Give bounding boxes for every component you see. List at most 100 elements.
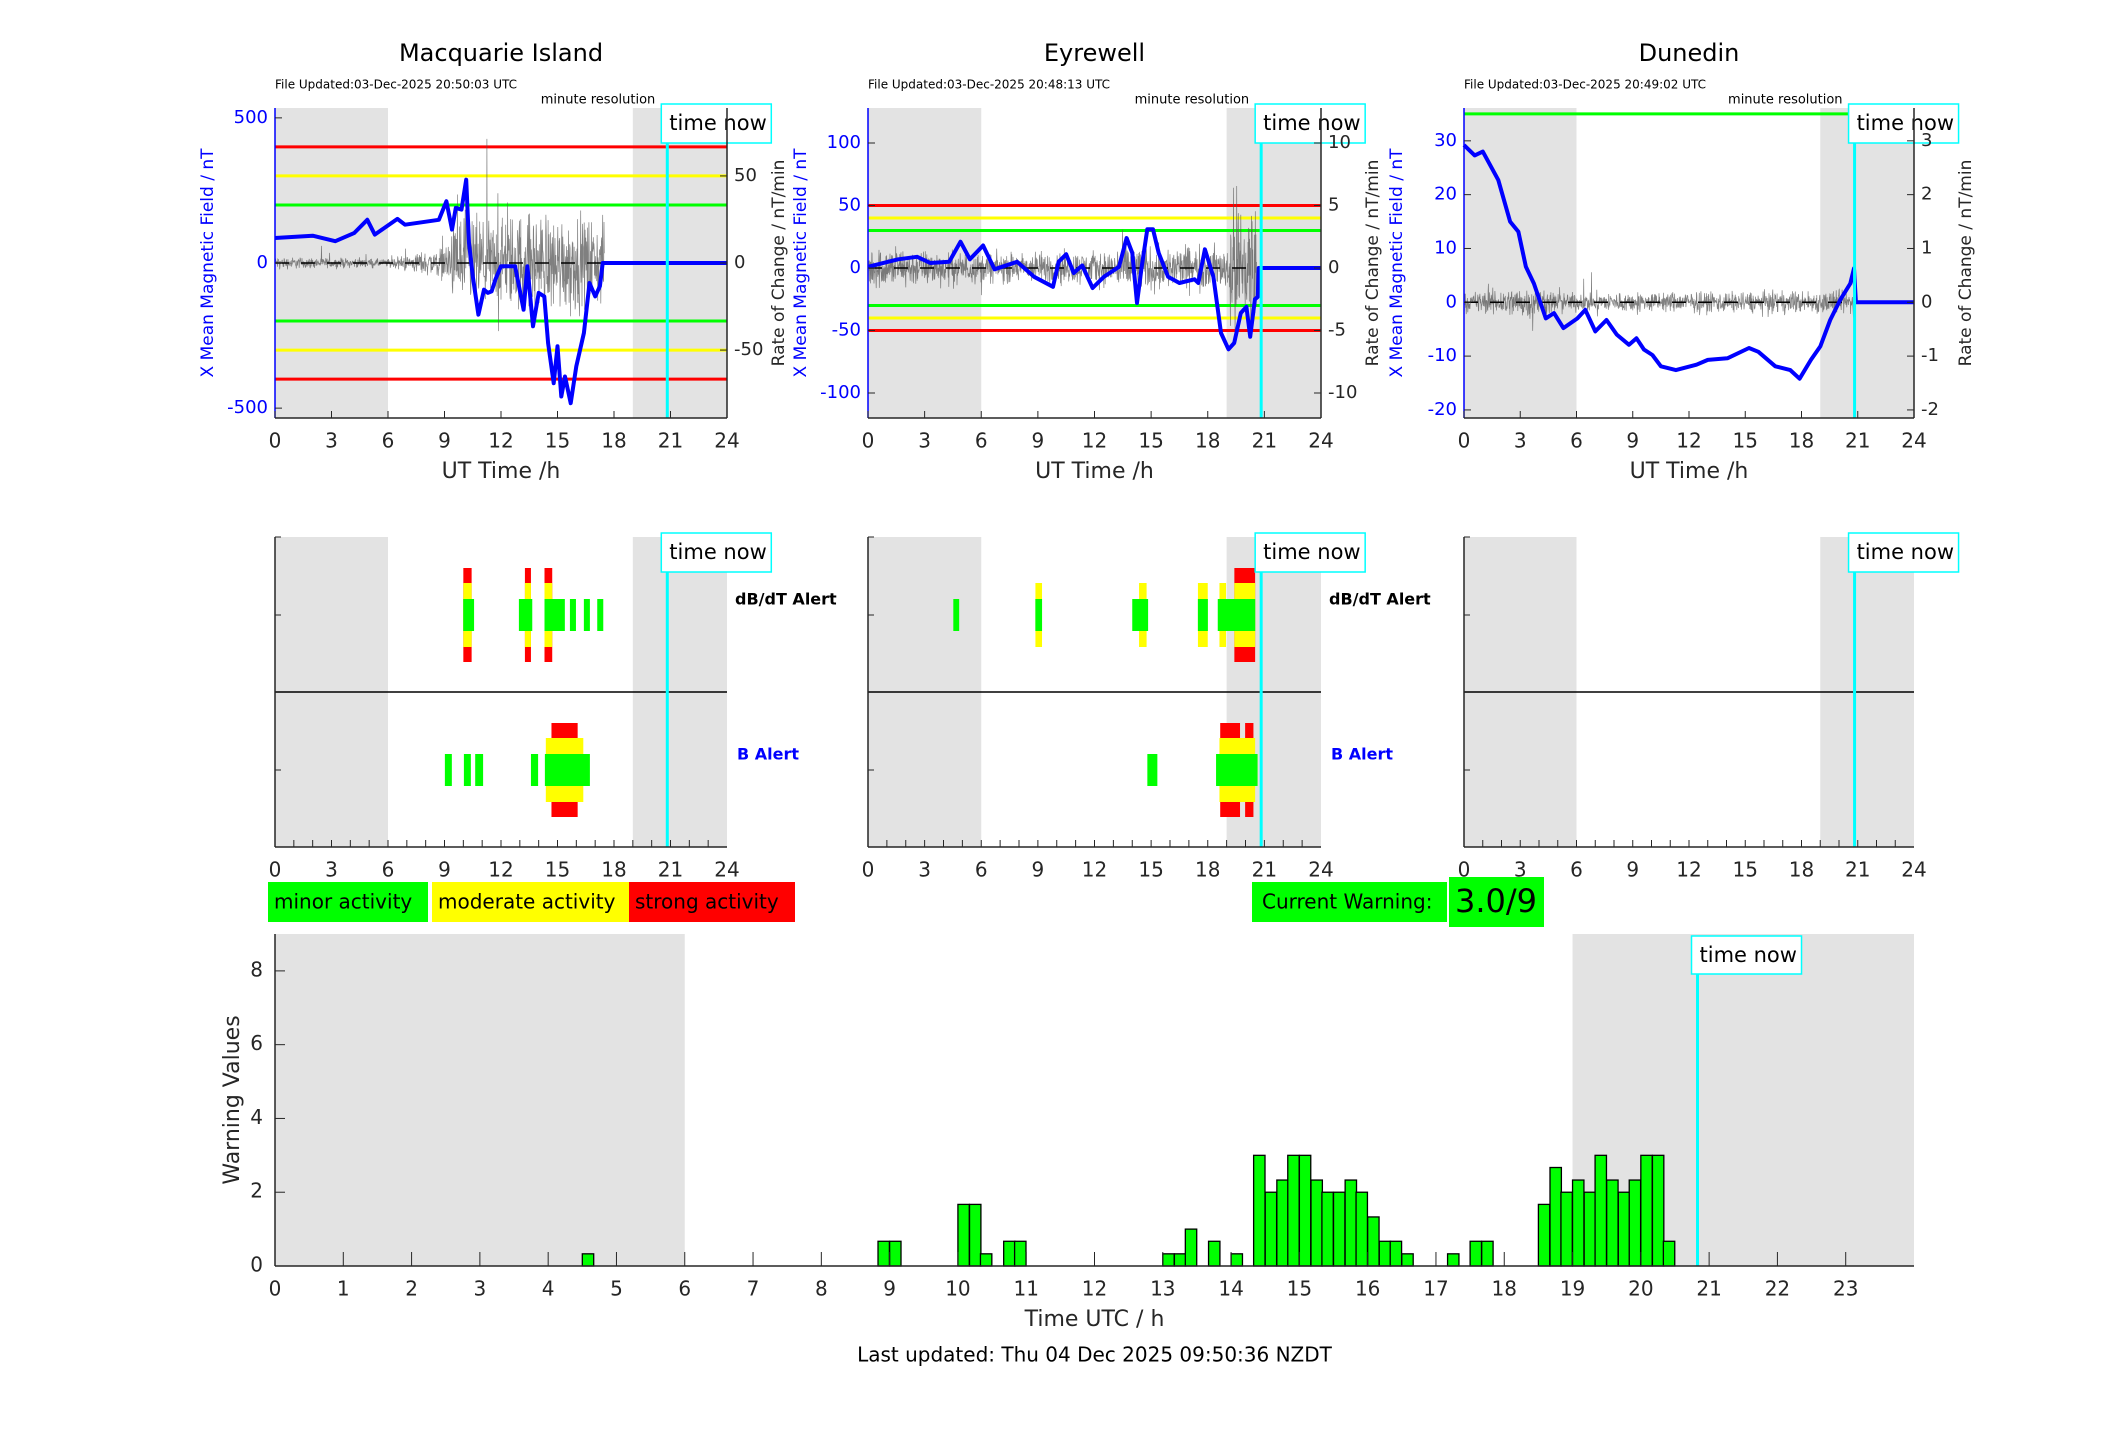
x-tick-label: 21 xyxy=(1252,429,1277,453)
warning-bar xyxy=(1003,1240,1016,1267)
alert-panel-1: time now 0 3 6 9 12 15 18 21 24 dB/dT Alert B Alert xyxy=(862,532,1431,882)
last-updated-label: Last updated: Thu 04 Dec 2025 09:50:36 N… xyxy=(857,1343,1333,1367)
warning-bar xyxy=(1207,1240,1221,1267)
current-warning-label: Current Warning: xyxy=(1262,890,1432,914)
y-axis-label-right: Rate of Change / nT/min xyxy=(769,160,789,367)
x-tick-label: 13 xyxy=(1150,1277,1175,1301)
alert-x-tick-label: 15 xyxy=(1138,858,1163,882)
file-updated-label: File Updated:03-Dec-2025 20:50:03 UTC xyxy=(275,78,517,92)
rate-tick-label: 10 xyxy=(1328,132,1351,153)
warning-bar xyxy=(1310,1179,1324,1267)
x-tick-label: 18 xyxy=(1492,1277,1517,1301)
x-tick-label: 18 xyxy=(601,429,626,453)
time-now-box xyxy=(1847,103,1960,144)
y-tick-label: 50 xyxy=(838,195,861,216)
warning-bar xyxy=(968,1203,982,1267)
x-tick-label: 4 xyxy=(542,1277,555,1301)
y-tick-label: 100 xyxy=(827,132,861,153)
alert-x-tick-label: 6 xyxy=(382,858,395,882)
resolution-label: minute resolution xyxy=(541,93,656,108)
x-tick-label: 12 xyxy=(1676,429,1701,453)
x-tick-label: 5 xyxy=(610,1277,623,1301)
rate-tick-label: 1 xyxy=(1921,237,1932,258)
alert-x-tick-label: 12 xyxy=(1676,858,1701,882)
y-tick-label: 500 xyxy=(234,107,268,128)
station-panel-2: Dunedin File Updated:03-Dec-2025 20:49:02… xyxy=(1387,39,1976,484)
warning-bar xyxy=(1162,1253,1175,1267)
dbdt-alert-bar-minor xyxy=(569,599,576,631)
x-tick-label: 11 xyxy=(1013,1277,1038,1301)
x-tick-label: 0 xyxy=(1458,429,1471,453)
magnetic-field-trace xyxy=(274,177,727,406)
dbdt-alert-bar-minor xyxy=(1217,599,1256,631)
y-tick-label: -50 xyxy=(832,320,861,341)
y-tick-label: -100 xyxy=(820,382,861,403)
warning-bar xyxy=(1446,1253,1460,1267)
warning-bar xyxy=(1378,1240,1392,1267)
rate-tick-label: 50 xyxy=(734,165,757,186)
x-tick-label: 14 xyxy=(1218,1277,1243,1301)
warning-bar xyxy=(1321,1191,1334,1267)
warning-bar xyxy=(1173,1253,1187,1267)
y-axis-label-left: X Mean Magnetic Field / nT xyxy=(1387,148,1407,378)
warning-bar xyxy=(1367,1216,1380,1267)
dbdt-alert-bar-minor xyxy=(1035,599,1043,631)
alert-x-tick-label: 3 xyxy=(325,858,338,882)
warning-bar xyxy=(957,1203,970,1267)
x-tick-label: 24 xyxy=(1308,429,1333,453)
rate-tick-label: 0 xyxy=(734,252,745,273)
x-tick-label: 3 xyxy=(325,429,338,453)
legend-label: minor activity xyxy=(274,890,412,914)
time-now-label: time now xyxy=(669,111,766,135)
x-tick-label: 6 xyxy=(975,429,988,453)
alert-x-tick-label: 3 xyxy=(1514,858,1527,882)
legend-swatch-0 xyxy=(268,882,428,922)
y-tick-label: -500 xyxy=(227,397,268,418)
y-axis-label-left: X Mean Magnetic Field / nT xyxy=(791,148,811,378)
x-tick-label: 6 xyxy=(678,1277,691,1301)
dbdt-alert-bar-minor xyxy=(518,599,533,631)
current-warning-value-box xyxy=(1449,877,1544,927)
x-tick-label: 9 xyxy=(1626,429,1639,453)
b-alert-bar-minor xyxy=(544,754,590,786)
warning-bar xyxy=(1252,1154,1266,1267)
alert-x-tick-label: 18 xyxy=(1195,858,1220,882)
warning-bar xyxy=(1594,1154,1608,1267)
warning-bar xyxy=(1662,1240,1676,1267)
rate-tick-label: 5 xyxy=(1328,195,1339,216)
x-tick-label: 15 xyxy=(545,429,570,453)
warning-bar xyxy=(1230,1253,1244,1267)
y-axis-label-right: Rate of Change / nT/min xyxy=(1363,160,1383,367)
alert-x-tick-label: 21 xyxy=(1252,858,1277,882)
warning-bar xyxy=(1606,1179,1619,1267)
x-tick-label: 24 xyxy=(1901,429,1926,453)
y-tick-label: 0 xyxy=(257,252,268,273)
y-tick-label: 0 xyxy=(250,1253,263,1277)
warning-bar xyxy=(1332,1191,1346,1267)
rate-tick-label: 2 xyxy=(1921,184,1932,205)
y-tick-label: 6 xyxy=(250,1031,263,1055)
resolution-label: minute resolution xyxy=(1728,93,1843,108)
x-tick-label: 24 xyxy=(714,429,739,453)
x-tick-label: 18 xyxy=(1195,429,1220,453)
legend-swatch-2 xyxy=(629,882,795,922)
warning-bar xyxy=(1013,1240,1027,1267)
x-axis-label: UT Time /h xyxy=(1035,459,1154,484)
legend-label: moderate activity xyxy=(438,890,616,914)
rate-tick-label: -2 xyxy=(1921,399,1939,420)
x-tick-label: 19 xyxy=(1560,1277,1585,1301)
b-alert-bar-minor xyxy=(530,754,539,786)
rate-tick-label: 3 xyxy=(1921,130,1932,151)
x-tick-label: 6 xyxy=(382,429,395,453)
x-tick-label: 6 xyxy=(1570,429,1583,453)
time-now-box xyxy=(1847,532,1960,573)
alert-x-tick-label: 9 xyxy=(1626,858,1639,882)
time-now-box xyxy=(1254,103,1366,144)
x-axis-label: UT Time /h xyxy=(1630,459,1749,484)
alert-x-tick-label: 0 xyxy=(1458,858,1471,882)
warning-bar xyxy=(1184,1228,1198,1267)
x-tick-label: 21 xyxy=(1696,1277,1721,1301)
dbdt-alert-bar-minor xyxy=(583,599,590,631)
alert-x-tick-label: 0 xyxy=(862,858,875,882)
warning-bar xyxy=(1549,1166,1563,1267)
